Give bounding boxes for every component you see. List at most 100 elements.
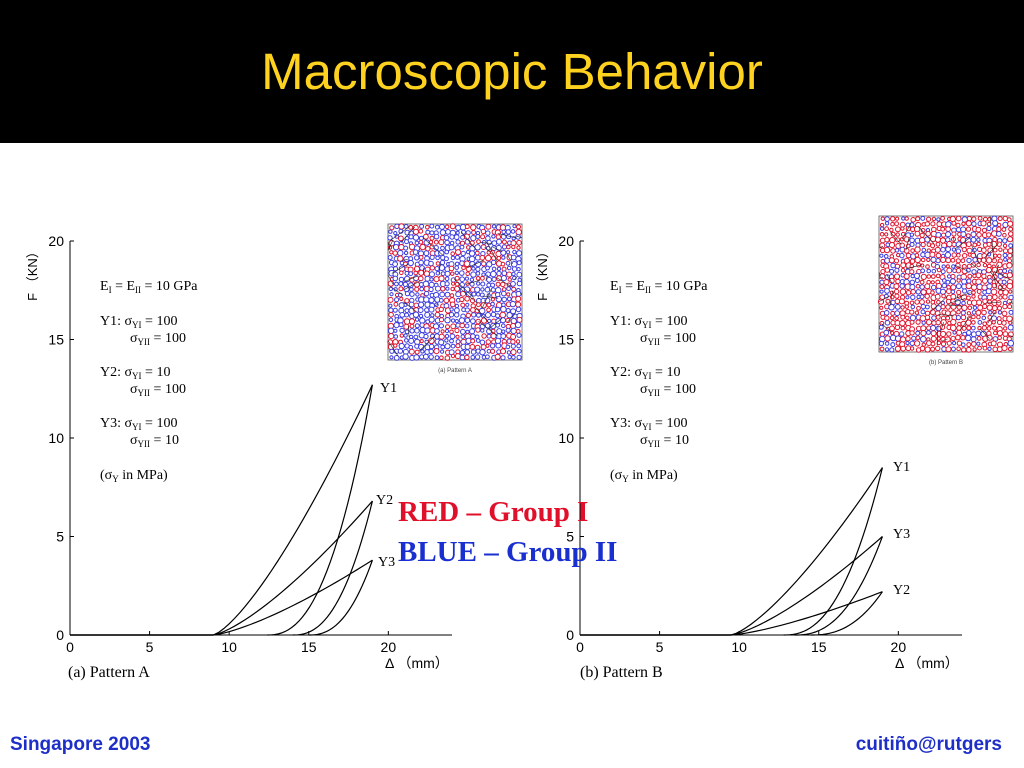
inset-particle	[449, 333, 456, 340]
inset-particle	[515, 301, 522, 308]
inset-particle	[981, 227, 988, 233]
inset-particle	[962, 253, 968, 259]
inset-particle	[879, 253, 884, 258]
x-tick-label: 5	[146, 639, 154, 655]
inset-particle	[501, 323, 506, 329]
inset-particle	[460, 302, 466, 308]
inset-particle	[459, 354, 466, 361]
inset-particle	[975, 309, 982, 316]
inset-particle	[388, 286, 393, 292]
inset-particle	[930, 330, 937, 337]
inset-particle	[940, 330, 947, 338]
inset-particle	[926, 216, 932, 222]
inset-particle	[966, 330, 972, 336]
pattern-inset-b: (b) Pattern B	[877, 215, 1015, 366]
inset-particle	[460, 334, 466, 339]
inset-particle	[888, 303, 895, 311]
inset-particle	[976, 314, 981, 320]
inset-particle	[480, 234, 486, 240]
modulus-text: EI = EII = 10 GPa	[100, 279, 198, 295]
inset-particle	[440, 271, 446, 277]
inset-particle	[976, 262, 981, 268]
inset-particle	[970, 336, 977, 343]
inset-particle	[982, 277, 988, 284]
inset-particle	[1003, 257, 1008, 262]
inset-particle	[939, 237, 947, 244]
inset-particle	[408, 348, 415, 355]
inset-particle	[474, 334, 480, 340]
inset-force-chain	[492, 246, 503, 252]
inset-force-chain	[400, 226, 415, 243]
inset-particle	[884, 341, 890, 346]
inset-particle	[940, 256, 947, 263]
inset-particle	[515, 295, 522, 302]
inset-particle	[920, 215, 926, 221]
inset-particle	[950, 289, 956, 295]
inset-particle	[418, 301, 425, 308]
inset-particle	[945, 310, 951, 317]
inset-particle	[420, 349, 425, 354]
inset-force-chain	[930, 295, 948, 312]
inset-particle	[976, 241, 981, 247]
inset-particle	[970, 231, 977, 238]
inset-particle	[889, 325, 895, 332]
inset-particle	[444, 239, 450, 246]
inset-particle	[956, 278, 961, 283]
inset-particle	[934, 236, 942, 243]
inset-particle	[440, 329, 445, 334]
inset-particle	[945, 279, 951, 285]
title-bar	[0, 0, 1024, 143]
inset-particle	[919, 299, 925, 305]
series-y2-unloading	[810, 591, 883, 636]
inset-particle	[485, 271, 491, 278]
inset-particle	[429, 271, 435, 278]
inset-particle	[929, 309, 936, 316]
inset-particle	[388, 317, 394, 323]
inset-particle	[981, 315, 987, 321]
inset-particle	[399, 312, 406, 318]
inset-force-chain	[506, 253, 513, 265]
inset-particle	[879, 320, 885, 326]
inset-particle	[501, 239, 507, 245]
inset-particle	[884, 288, 890, 294]
inset-particle	[949, 215, 956, 223]
inset-particle	[1001, 320, 1007, 326]
inset-particle	[475, 271, 481, 276]
inset-force-chain	[422, 237, 444, 256]
inset-particle	[895, 226, 901, 233]
inset-particle	[485, 343, 490, 348]
inset-particle	[910, 304, 916, 310]
inset-particle	[930, 346, 936, 352]
inset-particle	[966, 257, 972, 264]
inset-particle	[945, 315, 951, 321]
inset-particle	[909, 284, 916, 290]
inset-particle	[500, 275, 507, 282]
inset-particle	[960, 258, 966, 264]
inset-particle	[955, 227, 962, 233]
inset-particle	[980, 257, 987, 264]
inset-particle	[909, 314, 917, 322]
y-tick-label: 10	[48, 430, 64, 446]
inset-particle	[945, 304, 951, 310]
inset-particle	[500, 355, 506, 361]
inset-particle	[971, 221, 977, 227]
inset-particle	[931, 284, 937, 291]
inset-particle	[516, 239, 522, 246]
inset-particle	[418, 239, 424, 245]
inset-particle	[945, 226, 951, 233]
inset-particle	[965, 334, 972, 342]
inset-particle	[455, 339, 461, 345]
inset-particle	[955, 315, 962, 321]
inset-particle	[459, 240, 466, 246]
inset-particle	[450, 323, 457, 330]
inset-particle	[429, 230, 435, 236]
inset-particle	[935, 273, 941, 279]
inset-particle	[511, 266, 518, 272]
inset-force-chain	[507, 313, 516, 323]
series-y1-loading	[580, 467, 883, 636]
inset-particle	[454, 319, 459, 324]
inset-particle	[495, 322, 501, 328]
inset-particle	[893, 288, 900, 295]
inset-particle	[387, 327, 395, 334]
